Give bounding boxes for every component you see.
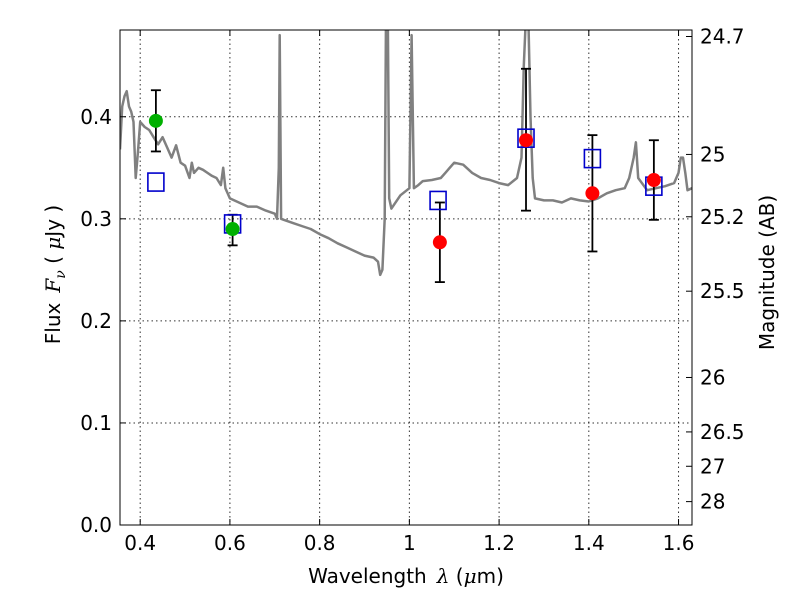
x-tick-label: 0.8: [304, 531, 336, 555]
y2-tick-label: 25.2: [700, 205, 745, 229]
y-tick-label: 0.4: [80, 105, 112, 129]
y-tick-label: 0.3: [80, 207, 112, 231]
y2-tick-label: 24.7: [700, 25, 745, 49]
plot-area: [120, 30, 692, 283]
y-tick-label: 0.0: [80, 513, 112, 537]
x-tick-label: 1.2: [483, 531, 515, 555]
x-tick-label: 1.4: [573, 531, 605, 555]
x-tick-label: 1: [403, 531, 416, 555]
model-photometry-square: [147, 172, 165, 192]
observed-point-red: [646, 173, 661, 188]
x-axis: 0.4 0.6 0.8 1 1.2 1.4 1.6: [124, 30, 694, 555]
y2-tick-label: 25: [700, 142, 725, 166]
observed-point-red: [519, 133, 534, 148]
observed-point-red: [585, 186, 600, 201]
grid-lines: [120, 30, 692, 526]
y-axis-title: FluxFν ( μJy ): [41, 205, 69, 344]
y2-tick-label: 28: [700, 490, 725, 514]
observed-point-green: [148, 113, 163, 128]
observed-point-red: [432, 235, 447, 250]
x-tick-label: 0.4: [124, 531, 156, 555]
y2-axis: 24.7 25 25.2 25.5 26 26.5 27 28: [686, 25, 745, 514]
model-photometry-square: [583, 148, 602, 169]
x-tick-label: 0.6: [214, 531, 246, 555]
y2-axis-title: Magnitude (AB): [755, 195, 779, 350]
y2-tick-label: 26: [700, 365, 725, 389]
y-tick-label: 0.2: [80, 309, 112, 333]
y-tick-label: 0.1: [80, 411, 112, 435]
model-photometry-square: [429, 190, 447, 211]
observed-point-green: [225, 222, 240, 237]
plot-frame: [119, 29, 693, 526]
y2-tick-label: 27: [700, 454, 725, 478]
y2-tick-label: 25.5: [700, 279, 745, 303]
y2-tick-label: 26.5: [700, 420, 745, 444]
x-axis-title: Wavelength λ (μm): [308, 564, 504, 588]
model-spectrum-line: [120, 30, 692, 277]
x-tick-label: 1.6: [663, 531, 695, 555]
y-axis: 0.0 0.1 0.2 0.3 0.4: [80, 105, 126, 537]
